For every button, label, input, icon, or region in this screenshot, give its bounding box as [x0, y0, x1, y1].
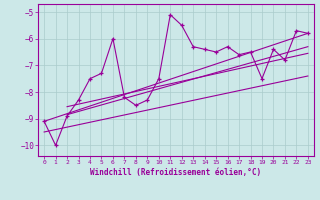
X-axis label: Windchill (Refroidissement éolien,°C): Windchill (Refroidissement éolien,°C)	[91, 168, 261, 177]
